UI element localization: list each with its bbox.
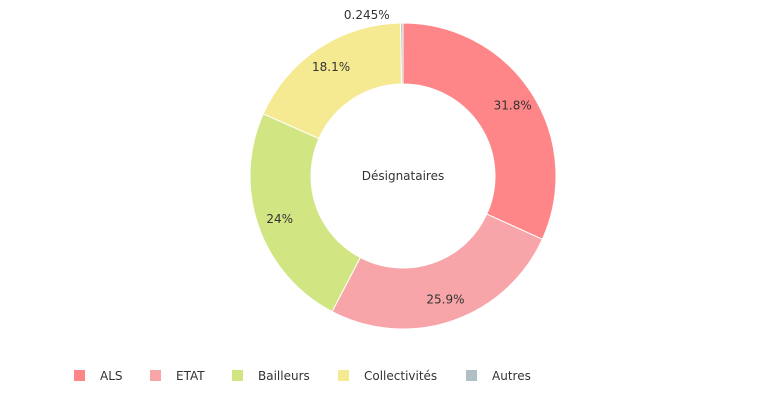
chart-legend: ALS ETAT Bailleurs Collectivités Autres — [74, 369, 531, 383]
slice-etat[interactable] — [331, 213, 543, 330]
legend-swatch-collectivites — [338, 370, 349, 381]
legend-label-als: ALS — [100, 369, 123, 383]
slice-label-bailleurs: 24% — [266, 212, 293, 226]
legend-item-bailleurs[interactable]: Bailleurs — [232, 369, 310, 383]
slice-label-etat: 25.9% — [426, 292, 464, 306]
chart-slice-labels: 31.8% 25.9% 24% 18.1% 0.245% — [266, 8, 531, 306]
legend-label-etat: ETAT — [176, 369, 205, 383]
slice-bailleurs[interactable] — [249, 113, 362, 313]
legend-item-als[interactable]: ALS — [74, 369, 123, 383]
legend-swatch-autres — [466, 370, 477, 381]
legend-swatch-etat — [150, 370, 161, 381]
legend-item-autres[interactable]: Autres — [466, 369, 531, 383]
legend-label-autres: Autres — [492, 369, 531, 383]
slice-label-als: 31.8% — [494, 98, 532, 112]
legend-item-etat[interactable]: ETAT — [150, 369, 205, 383]
chart-slices — [249, 22, 557, 330]
legend-label-collectivites: Collectivités — [364, 369, 437, 383]
slice-collectivites[interactable] — [262, 22, 403, 140]
chart-center-label: Désignataires — [362, 169, 444, 183]
slice-autres[interactable] — [400, 22, 404, 85]
legend-swatch-bailleurs — [232, 370, 243, 381]
slice-label-collectivites: 18.1% — [312, 60, 350, 74]
legend-label-bailleurs: Bailleurs — [258, 369, 310, 383]
slice-label-autres: 0.245% — [344, 8, 390, 22]
slice-als[interactable] — [402, 22, 557, 240]
legend-item-collectivites[interactable]: Collectivités — [338, 369, 437, 383]
legend-swatch-als — [74, 370, 85, 381]
